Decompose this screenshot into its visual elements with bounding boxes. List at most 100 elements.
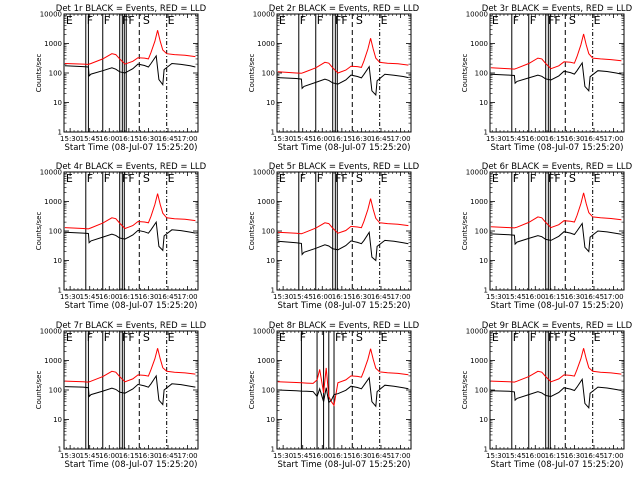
x-tick-label: 16:00 [525, 452, 545, 460]
x-tick-label: 17:00 [390, 293, 410, 301]
event-marker-label: S [143, 14, 150, 27]
event-marker-label: F [530, 331, 536, 344]
x-tick-label: 16:00 [99, 135, 119, 143]
series-line-lld [490, 33, 622, 70]
event-marker-label: E [381, 331, 388, 344]
y-tick-label: 1 [58, 287, 62, 295]
event-marker-label: F [87, 331, 93, 344]
y-tick-label: 10 [266, 257, 275, 265]
y-tick-label: 10000 [40, 328, 62, 336]
y-tick-label: 10 [53, 257, 62, 265]
event-marker-label: E [279, 172, 286, 185]
y-tick-label: 10000 [40, 169, 62, 177]
event-marker-label: E [492, 14, 499, 27]
y-tick-label: 10000 [40, 11, 62, 19]
panel-title: Det 3r BLACK = Events, RED = LLD [482, 4, 633, 14]
plot-frame [489, 13, 625, 133]
x-tick-label: 15:45 [293, 452, 313, 460]
x-tick-label: 16:15 [332, 452, 352, 460]
y-tick-label: 1 [484, 129, 488, 137]
event-marker-label: FF [548, 14, 561, 27]
x-tick-label: 17:00 [603, 293, 623, 301]
series-line-lld [277, 38, 409, 74]
y-tick-label: 1 [484, 287, 488, 295]
y-tick-label: 1000 [257, 357, 275, 365]
y-tick-label: 10 [53, 416, 62, 424]
event-marker-label: FF [122, 172, 135, 185]
event-marker-label: S [569, 14, 576, 27]
x-tick-label: 16:00 [525, 293, 545, 301]
y-tick-label: 10000 [466, 169, 488, 177]
y-tick-label: 1000 [44, 357, 62, 365]
x-tick-label: 16:30 [564, 135, 584, 143]
y-tick-label: 10000 [466, 11, 488, 19]
panel-title: Det 2r BLACK = Events, RED = LLD [269, 4, 420, 14]
x-tick-label: 16:45 [158, 135, 178, 143]
panel-title: Det 5r BLACK = Events, RED = LLD [269, 162, 420, 172]
y-tick-label: 10 [479, 99, 488, 107]
x-tick-label: 15:45 [506, 452, 526, 460]
y-tick-label: 1000 [257, 40, 275, 48]
series-line-events [64, 374, 196, 406]
event-marker-label: FF [122, 331, 135, 344]
x-tick-label: 16:15 [332, 293, 352, 301]
x-tick-label: 17:00 [390, 135, 410, 143]
series-line-lld [64, 30, 196, 65]
x-tick-label: 16:45 [158, 293, 178, 301]
x-tick-label: 15:45 [80, 135, 100, 143]
x-tick-label: 15:45 [293, 293, 313, 301]
x-tick-label: 15:30 [486, 135, 506, 143]
event-marker-label: E [594, 172, 601, 185]
series-line-events [64, 54, 196, 87]
event-marker-label: F [513, 14, 519, 27]
y-tick-label: 1 [484, 446, 488, 454]
event-marker-label: S [356, 14, 363, 27]
series-line-events [64, 220, 196, 252]
event-marker-label: F [104, 172, 110, 185]
event-marker-label: E [492, 172, 499, 185]
event-marker-label: F [513, 172, 519, 185]
event-marker-label: F [300, 172, 306, 185]
x-tick-label: 16:15 [119, 135, 139, 143]
event-marker-label: F [317, 14, 323, 27]
event-marker-label: S [143, 172, 150, 185]
event-marker-label: E [492, 331, 499, 344]
chart-panel-3: Det 3r BLACK = Events, RED = LLD 1 10 100 10… [461, 4, 633, 153]
x-tick-label: 15:45 [80, 452, 100, 460]
x-axis-label: Start Time (08-Jul-07 15:25:20) [491, 460, 624, 470]
x-tick-label: 16:45 [584, 293, 604, 301]
x-tick-label: 15:30 [486, 293, 506, 301]
event-marker-label: F [317, 172, 323, 185]
x-tick-label: 16:30 [351, 293, 371, 301]
y-tick-label: 100 [475, 387, 488, 395]
x-tick-label: 16:00 [312, 293, 332, 301]
event-marker-label: F [513, 331, 519, 344]
x-tick-label: 16:15 [119, 452, 139, 460]
x-tick-label: 16:00 [99, 293, 119, 301]
event-marker-label: FF [335, 14, 348, 27]
y-axis-label: Counts/sec [461, 212, 469, 251]
y-tick-label: 1000 [257, 198, 275, 206]
event-marker-label: E [381, 172, 388, 185]
event-marker-label: F [104, 14, 110, 27]
x-tick-label: 16:00 [312, 135, 332, 143]
event-marker-label: E [168, 14, 175, 27]
y-tick-label: 1 [58, 129, 62, 137]
y-axis-label: Counts/sec [461, 54, 469, 93]
chart-panel-7: Det 7r BLACK = Events, RED = LLD 1 10 100 10… [35, 321, 207, 470]
x-tick-label: 17:00 [390, 452, 410, 460]
event-marker-label: S [356, 331, 363, 344]
series-line-events [277, 230, 409, 262]
x-tick-label: 15:45 [506, 293, 526, 301]
x-axis-label: Start Time (08-Jul-07 15:25:20) [65, 460, 198, 470]
series-line-events [490, 377, 622, 409]
plot-frame [63, 330, 199, 450]
event-marker-label: S [569, 172, 576, 185]
y-axis-label: Counts/sec [35, 212, 43, 251]
y-axis-label: Counts/sec [461, 371, 469, 410]
x-tick-label: 15:30 [273, 452, 293, 460]
y-axis-label: Counts/sec [248, 371, 256, 410]
x-tick-label: 16:15 [332, 135, 352, 143]
series-line-events [490, 61, 622, 92]
panel-title: Det 1r BLACK = Events, RED = LLD [56, 4, 207, 14]
